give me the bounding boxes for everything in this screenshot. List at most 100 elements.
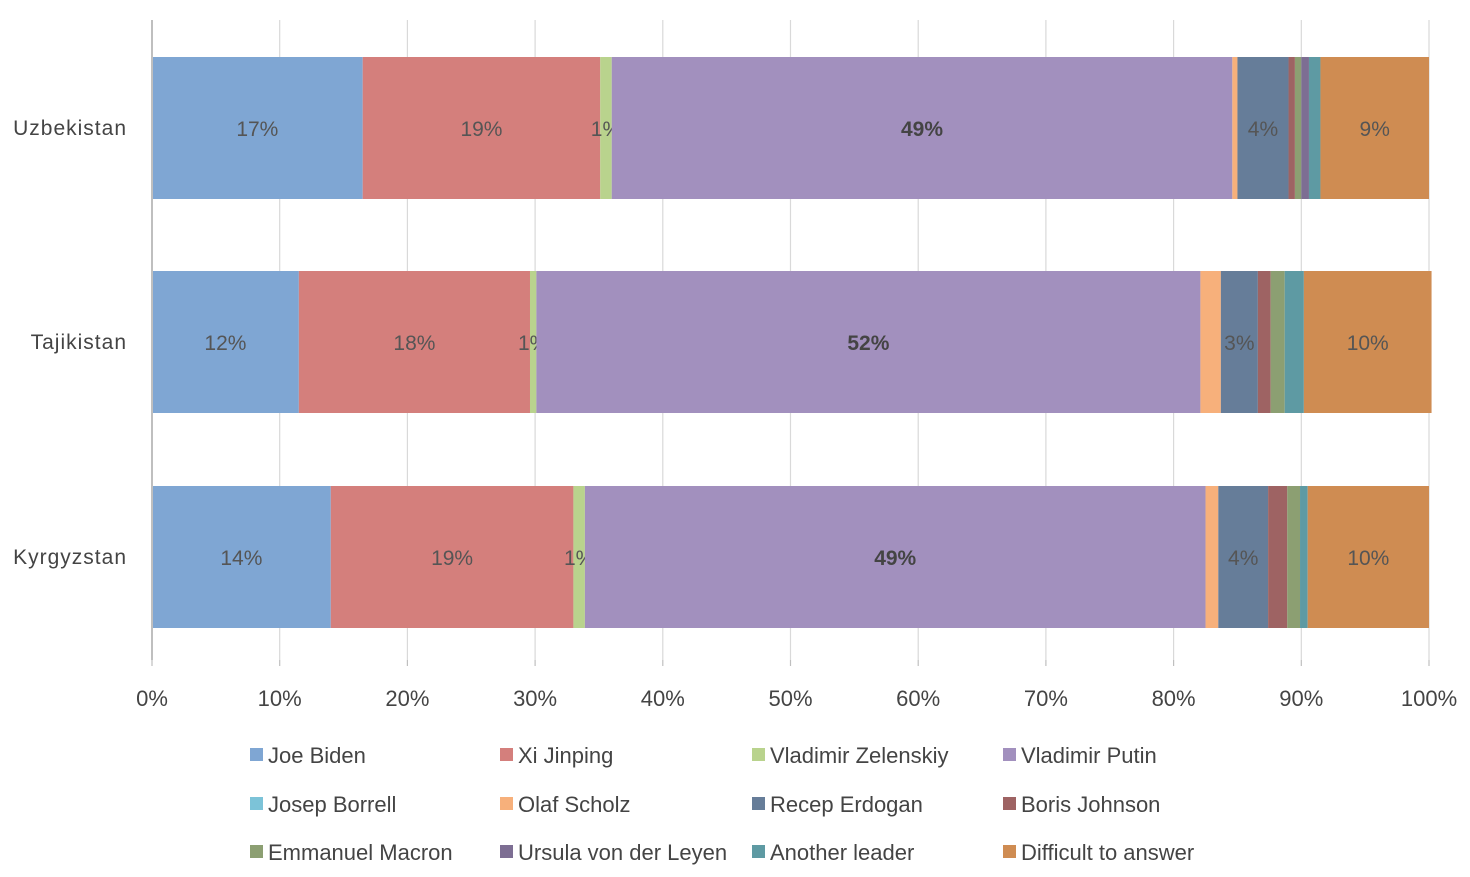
bar-segment-vladimir-zelenskiy	[529, 271, 537, 413]
bar-segment-vladimir-zelenskiy	[573, 486, 585, 628]
legend-swatch	[250, 797, 263, 810]
x-tick-label: 40%	[641, 686, 685, 711]
x-tick-label: 60%	[896, 686, 940, 711]
data-label: 4%	[1228, 547, 1258, 570]
bar-segment-joe-biden	[152, 271, 299, 413]
data-label: 17%	[236, 118, 278, 141]
bar-segment-xi-jinping	[362, 57, 601, 199]
data-label: 10%	[1347, 332, 1389, 355]
legend-label: Vladimir Zelenskiy	[770, 743, 949, 768]
legend-swatch	[250, 748, 263, 761]
bar-segment-difficult-to-answer	[1320, 57, 1429, 199]
bar-segment-boris-johnson	[1288, 57, 1295, 199]
bars: 17% 19% 1% 49% 4% 9%12% 18% 1% 52% 3% 10%14% 19% 1% 4…	[152, 57, 1432, 628]
legend-label: Xi Jinping	[518, 743, 613, 768]
legend-item-joe-biden: Joe Biden	[250, 743, 366, 768]
legend-item-vladimir-putin: Vladimir Putin	[1003, 743, 1157, 768]
bar-segment-emmanuel-macron	[1294, 57, 1302, 199]
bar-segment-recep-erdogan	[1220, 271, 1258, 413]
bar-row-uzbekistan: 17% 19% 1% 49% 4% 9%	[152, 57, 1429, 199]
bar-segment-another-leader	[1284, 271, 1304, 413]
data-label: 19%	[460, 118, 502, 141]
x-tick-label: 70%	[1024, 686, 1068, 711]
bar-segment-ursula-von-der-leyen	[1301, 57, 1309, 199]
legend-swatch	[500, 748, 513, 761]
legend: Joe Biden Xi Jinping Vladimir Zelenskiy Vla…	[250, 743, 1194, 865]
legend-item-another-leader: Another leader	[752, 840, 914, 865]
x-tick-label: 100%	[1401, 686, 1457, 711]
bar-row-kyrgyzstan: 14% 19% 1% 49% 4% 10%	[152, 486, 1429, 628]
bar-segment-boris-johnson	[1268, 486, 1288, 628]
bar-segment-recep-erdogan	[1218, 486, 1269, 628]
legend-item-ursula-von-der-leyen: Ursula von der Leyen	[500, 840, 727, 865]
legend-label: Recep Erdogan	[770, 792, 923, 817]
bar-segment-recep-erdogan	[1237, 57, 1289, 199]
data-label: 3%	[1224, 332, 1254, 355]
category-label: Uzbekistan	[13, 117, 127, 140]
legend-item-josep-borrell: Josep Borrell	[250, 792, 396, 817]
bar-segment-olaf-scholz	[1232, 57, 1238, 199]
bar-segment-vladimir-putin	[536, 271, 1201, 413]
data-label: 19%	[431, 547, 473, 570]
bar-segment-xi-jinping	[298, 271, 530, 413]
category-label: Kyrgyzstan	[13, 546, 127, 569]
legend-item-xi-jinping: Xi Jinping	[500, 743, 613, 768]
bar-segment-vladimir-zelenskiy	[600, 57, 612, 199]
data-label: 12%	[204, 332, 246, 355]
legend-swatch	[752, 797, 765, 810]
bar-segment-emmanuel-macron	[1270, 271, 1285, 413]
category-label: Tajikistan	[31, 331, 127, 354]
data-label: 14%	[220, 547, 262, 570]
legend-swatch	[250, 845, 263, 858]
x-tick-label: 80%	[1152, 686, 1196, 711]
legend-label: Emmanuel Macron	[268, 840, 453, 865]
x-tick-label: 30%	[513, 686, 557, 711]
legend-item-olaf-scholz: Olaf Scholz	[500, 792, 631, 817]
legend-item-recep-erdogan: Recep Erdogan	[752, 792, 923, 817]
bar-segment-olaf-scholz	[1200, 271, 1221, 413]
bar-segment-olaf-scholz	[1205, 486, 1219, 628]
legend-swatch	[752, 748, 765, 761]
legend-item-difficult-to-answer: Difficult to answer	[1003, 840, 1194, 865]
legend-label: Vladimir Putin	[1021, 743, 1157, 768]
bar-segment-joe-biden	[152, 486, 331, 628]
bar-segment-boris-johnson	[1257, 271, 1271, 413]
data-label: 4%	[1248, 118, 1278, 141]
data-label: 10%	[1347, 547, 1389, 570]
data-label: 49%	[901, 118, 943, 141]
legend-swatch	[1003, 845, 1016, 858]
data-label: 49%	[874, 547, 916, 570]
bar-segment-another-leader	[1300, 486, 1308, 628]
legend-label: Joe Biden	[268, 743, 366, 768]
bar-segment-vladimir-putin	[611, 57, 1233, 199]
legend-label: Olaf Scholz	[518, 792, 631, 817]
data-label: 52%	[847, 332, 889, 355]
legend-swatch	[1003, 748, 1016, 761]
bar-row-tajikistan: 12% 18% 1% 52% 3% 10%	[152, 271, 1432, 413]
x-tick-label: 10%	[258, 686, 302, 711]
bar-segment-xi-jinping	[330, 486, 574, 628]
bar-segment-another-leader	[1308, 57, 1321, 199]
x-axis: 0% 10% 20% 30% 40% 50% 60% 70% 80% 90% 100%	[136, 660, 1457, 711]
x-tick-label: 50%	[768, 686, 812, 711]
x-tick-label: 20%	[385, 686, 429, 711]
y-axis: Uzbekistan Tajikistan Kyrgyzstan	[13, 20, 153, 660]
legend-label: Boris Johnson	[1021, 792, 1160, 817]
legend-item-emmanuel-macron: Emmanuel Macron	[250, 840, 453, 865]
legend-item-vladimir-zelenskiy: Vladimir Zelenskiy	[752, 743, 949, 768]
legend-swatch	[1003, 797, 1016, 810]
bar-segment-emmanuel-macron	[1287, 486, 1301, 628]
legend-label: Ursula von der Leyen	[518, 840, 727, 865]
legend-swatch	[500, 797, 513, 810]
legend-label: Josep Borrell	[268, 792, 396, 817]
bar-segment-difficult-to-answer	[1303, 271, 1432, 413]
legend-swatch	[752, 845, 765, 858]
legend-label: Difficult to answer	[1021, 840, 1194, 865]
bar-segment-difficult-to-answer	[1307, 486, 1429, 628]
x-tick-label: 0%	[136, 686, 168, 711]
bar-segment-joe-biden	[152, 57, 363, 199]
legend-swatch	[500, 845, 513, 858]
legend-item-boris-johnson: Boris Johnson	[1003, 792, 1160, 817]
legend-label: Another leader	[770, 840, 914, 865]
